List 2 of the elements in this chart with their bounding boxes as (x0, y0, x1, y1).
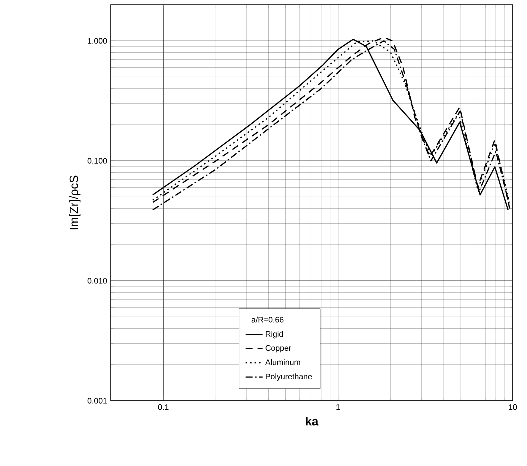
x-axis-title: ka (306, 417, 319, 426)
y-axis-title: Im[Zr]/ρcS (70, 176, 81, 230)
